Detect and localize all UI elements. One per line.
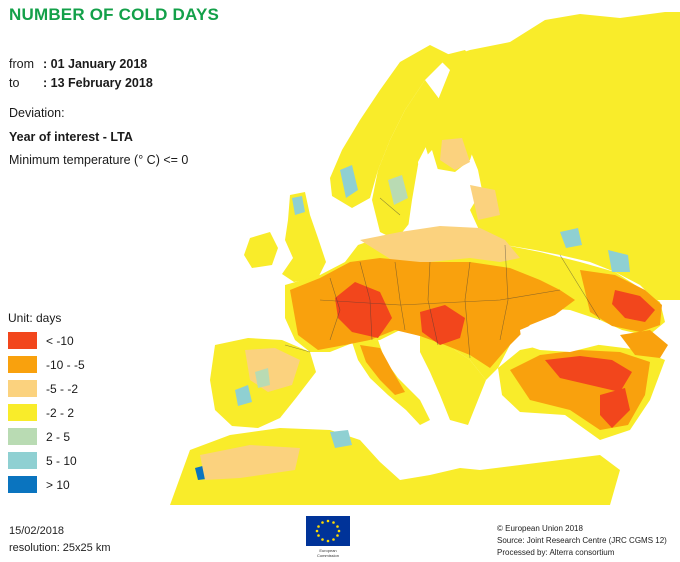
sea-adriatic <box>390 345 430 394</box>
resolution-label: resolution: 25x25 km <box>9 542 111 554</box>
country-borders <box>284 197 601 359</box>
deviation-label: Deviation: <box>9 106 65 120</box>
patch-red-east <box>612 290 655 322</box>
to-value: : 13 February 2018 <box>43 76 153 90</box>
legend-items: < -10 -10 - -5 -5 - -2 -2 - 2 2 - 5 5 - 10 > 1… <box>8 332 85 500</box>
land-ireland <box>244 232 278 268</box>
patch-teal-iberia-2 <box>255 368 270 388</box>
legend-label: -10 - -5 <box>46 358 85 372</box>
legend-swatch <box>8 356 37 373</box>
legend-swatch <box>8 476 37 493</box>
period-to: to : 13 February 2018 <box>9 76 153 90</box>
legend: Unit: days < -10 -10 - -5 -5 - -2 -2 - 2 2 -… <box>8 311 85 500</box>
patch-teal-iberia <box>235 385 252 406</box>
issue-date: 15/02/2018 <box>9 525 65 537</box>
patch-red-turkey <box>545 356 632 392</box>
patch-light-orange-africa <box>200 445 300 480</box>
patch-red-anatolia <box>600 388 630 428</box>
legend-swatch <box>8 452 37 469</box>
legend-swatch <box>8 380 37 397</box>
legend-item: < -10 <box>8 332 74 356</box>
legend-label: 2 - 5 <box>46 430 71 444</box>
source-label: Source: Joint Research Centre (JRC CGMS … <box>497 536 667 545</box>
patch-teal-africa <box>330 430 352 448</box>
patch-green-sweden <box>388 175 408 205</box>
patch-light-orange-baltic <box>470 185 500 220</box>
svg-text:European: European <box>319 548 336 553</box>
map-title: NUMBER OF COLD DAYS <box>9 5 220 24</box>
legend-item: -2 - 2 <box>8 404 74 428</box>
patch-teal-russia-2 <box>608 250 630 272</box>
patch-teal-norway <box>340 165 358 198</box>
legend-label: -2 - 2 <box>46 406 75 420</box>
year-of-interest-label: Year of interest - LTA <box>9 130 133 144</box>
sea-black-sea <box>520 315 602 352</box>
land-balkans <box>420 336 486 425</box>
legend-item: -5 - -2 <box>8 380 78 404</box>
min-temperature-label: Minimum temperature (° C) <= 0 <box>9 153 189 167</box>
eu-commission-logo: European Commission <box>306 516 350 558</box>
sea-baltic <box>408 150 438 228</box>
legend-label: -5 - -2 <box>46 382 79 396</box>
land-finland <box>425 50 490 172</box>
land-sweden <box>372 80 440 240</box>
legend-item: > 10 <box>8 476 70 500</box>
legend-label: > 10 <box>46 478 70 492</box>
legend-swatch <box>8 428 37 445</box>
land-britain <box>282 192 326 282</box>
patch-orange-italy <box>360 345 405 395</box>
legend-unit: Unit: days <box>8 311 62 325</box>
copyright-label: © European Union 2018 <box>497 524 583 533</box>
legend-item: 5 - 10 <box>8 452 77 476</box>
processed-by-label: Processed by: Alterra consortium <box>497 548 615 557</box>
legend-item: -10 - -5 <box>8 356 85 380</box>
patch-red-france <box>335 282 392 338</box>
to-label: to <box>9 76 20 90</box>
svg-text:Commission: Commission <box>317 553 339 558</box>
legend-item: 2 - 5 <box>8 428 70 452</box>
land-norway <box>330 45 450 208</box>
legend-label: < -10 <box>46 334 74 348</box>
period-from: from : 01 January 2018 <box>9 57 147 71</box>
from-value: : 01 January 2018 <box>43 57 148 71</box>
patch-orange-caucasus <box>620 330 668 358</box>
legend-swatch <box>8 332 37 349</box>
deviation-patches <box>195 138 668 480</box>
patch-light-orange-north <box>360 226 520 262</box>
patch-teal-scotland <box>292 196 305 215</box>
patch-light-orange-finland <box>440 138 470 170</box>
sea-layer <box>390 150 602 394</box>
land-russia <box>440 12 680 300</box>
from-label: from <box>9 57 34 71</box>
legend-label: 5 - 10 <box>46 454 77 468</box>
legend-swatch <box>8 404 37 421</box>
patch-teal-russia <box>560 228 582 248</box>
